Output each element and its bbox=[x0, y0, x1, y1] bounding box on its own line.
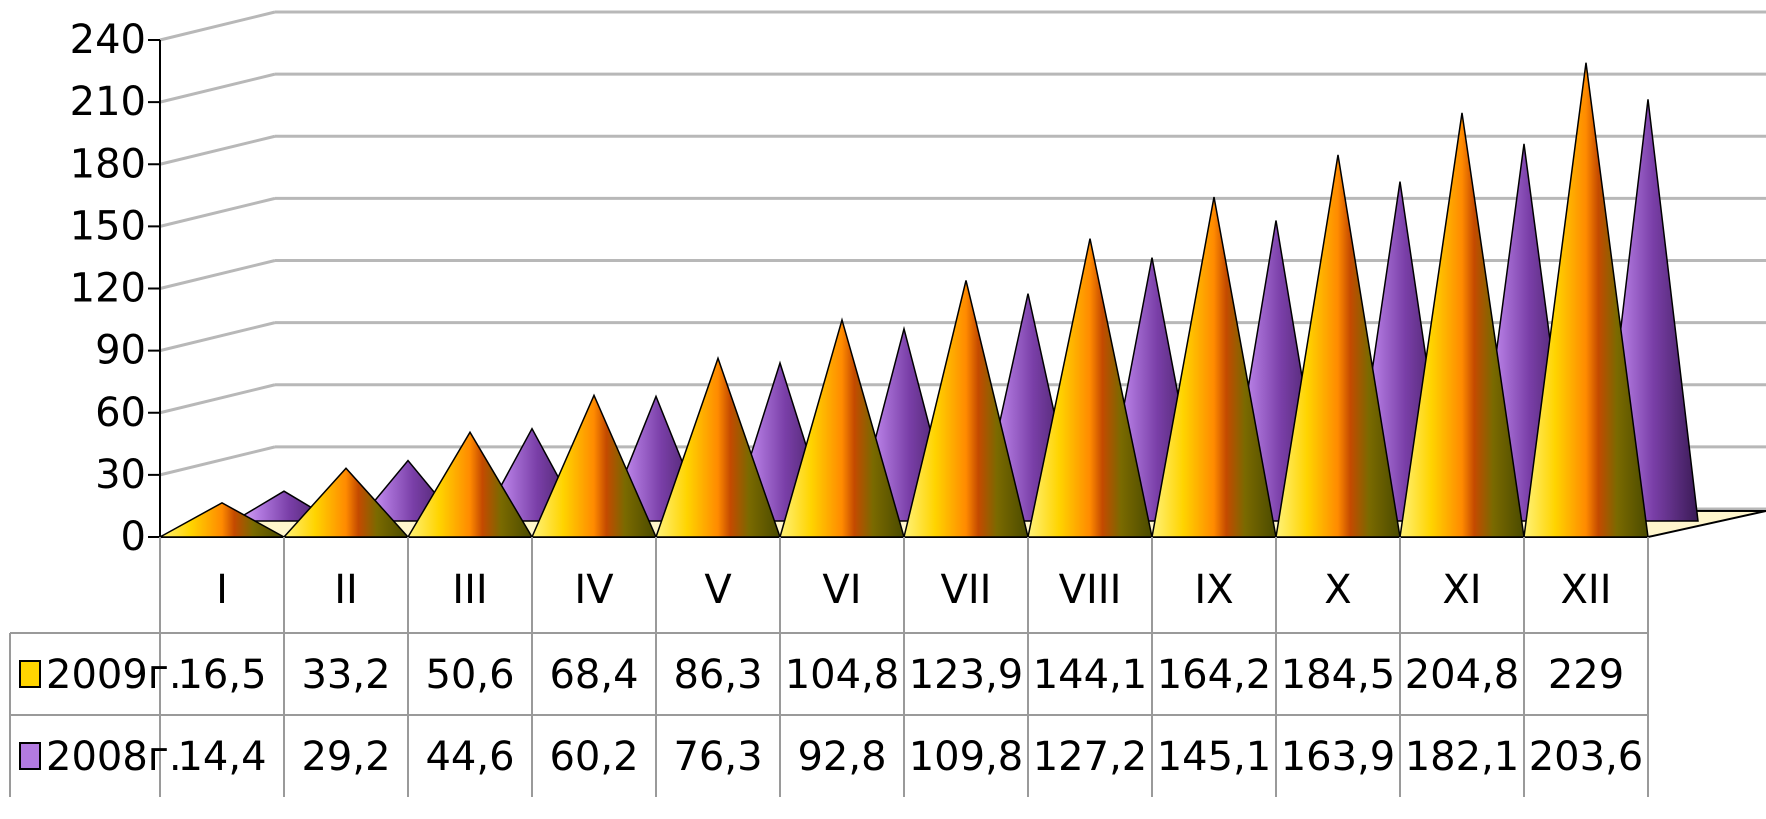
category-label: IV bbox=[574, 567, 614, 613]
y-axis: 0 30 60 90 120 150 180 210 240 bbox=[70, 17, 161, 560]
gridline-side bbox=[159, 259, 276, 290]
category-label: V bbox=[704, 567, 732, 613]
cone-2009-VIII bbox=[1027, 238, 1153, 538]
gridline-side bbox=[159, 196, 276, 228]
table-cell: 76,3 bbox=[673, 734, 762, 780]
y-tick-label: 240 bbox=[70, 17, 146, 63]
table-cell: 29,2 bbox=[301, 734, 390, 780]
category-label: III bbox=[452, 567, 487, 613]
table-cell: 44,6 bbox=[425, 734, 514, 780]
legend-label: 2008г. bbox=[46, 734, 182, 780]
y-tick-label: 150 bbox=[70, 203, 146, 249]
cones bbox=[159, 62, 1699, 538]
category-label: XI bbox=[1442, 567, 1481, 613]
table-cell: 92,8 bbox=[797, 734, 886, 780]
y-tick-label: 120 bbox=[70, 266, 146, 312]
gridline-side bbox=[159, 10, 276, 42]
cone-2009-IV bbox=[530, 393, 658, 538]
category-label: IX bbox=[1194, 567, 1233, 613]
table-cell: 68,4 bbox=[549, 652, 638, 698]
table-cell: 86,3 bbox=[673, 652, 762, 698]
table-cell: 184,5 bbox=[1281, 652, 1396, 698]
y-tick-label: 210 bbox=[70, 79, 146, 125]
category-label: I bbox=[216, 567, 228, 613]
gridline-side bbox=[159, 321, 276, 353]
category-label: VI bbox=[822, 567, 861, 613]
category-label: II bbox=[334, 567, 358, 613]
gridline-side bbox=[159, 383, 276, 415]
cone-2009-XII bbox=[1523, 62, 1649, 538]
legend-label: 2009г. bbox=[46, 652, 182, 698]
legend-swatch bbox=[19, 660, 41, 688]
cone-2009-II bbox=[282, 467, 410, 538]
gridline-side bbox=[159, 134, 276, 166]
table-cell: 229 bbox=[1548, 652, 1624, 698]
category-label: VII bbox=[941, 567, 992, 613]
cone-2009-I bbox=[159, 501, 285, 538]
table-cell: 14,4 bbox=[177, 734, 266, 780]
table-cell: 60,2 bbox=[549, 734, 638, 780]
cone-2009-III bbox=[406, 430, 534, 538]
table-cell: 204,8 bbox=[1405, 652, 1520, 698]
table-cell: 33,2 bbox=[301, 652, 390, 698]
table-cell: 104,8 bbox=[785, 652, 900, 698]
table-cell: 163,9 bbox=[1281, 734, 1396, 780]
y-tick-label: 60 bbox=[95, 390, 146, 436]
gridline-side bbox=[159, 445, 276, 477]
y-tick-label: 30 bbox=[95, 452, 146, 498]
cone-2009-X bbox=[1275, 154, 1401, 538]
table-cell: 123,9 bbox=[909, 652, 1024, 698]
table-cell: 182,1 bbox=[1405, 734, 1520, 780]
legend-swatch bbox=[19, 742, 41, 770]
y-tick-label: 180 bbox=[70, 141, 146, 187]
y-tick-label: 90 bbox=[95, 328, 146, 374]
cone-2009-IX bbox=[1151, 196, 1277, 538]
cone-2009-XI bbox=[1399, 112, 1525, 538]
category-label: X bbox=[1324, 567, 1351, 613]
cone-2009-VII bbox=[903, 280, 1029, 538]
y-tick-label: 0 bbox=[121, 514, 146, 560]
table-cell: 164,2 bbox=[1157, 652, 1272, 698]
cone-2009-V bbox=[654, 355, 782, 538]
table-cell: 203,6 bbox=[1529, 734, 1644, 780]
gridline-side bbox=[159, 72, 276, 104]
table-cell: 145,1 bbox=[1157, 734, 1272, 780]
table-cell: 50,6 bbox=[425, 652, 514, 698]
table-cell: 109,8 bbox=[909, 734, 1024, 780]
table-cell: 127,2 bbox=[1033, 734, 1148, 780]
cone-2009-VI bbox=[779, 317, 905, 538]
table-cell: 16,5 bbox=[177, 652, 266, 698]
table-cell: 144,1 bbox=[1033, 652, 1148, 698]
category-label: VIII bbox=[1059, 567, 1122, 613]
category-label: XII bbox=[1561, 567, 1612, 613]
